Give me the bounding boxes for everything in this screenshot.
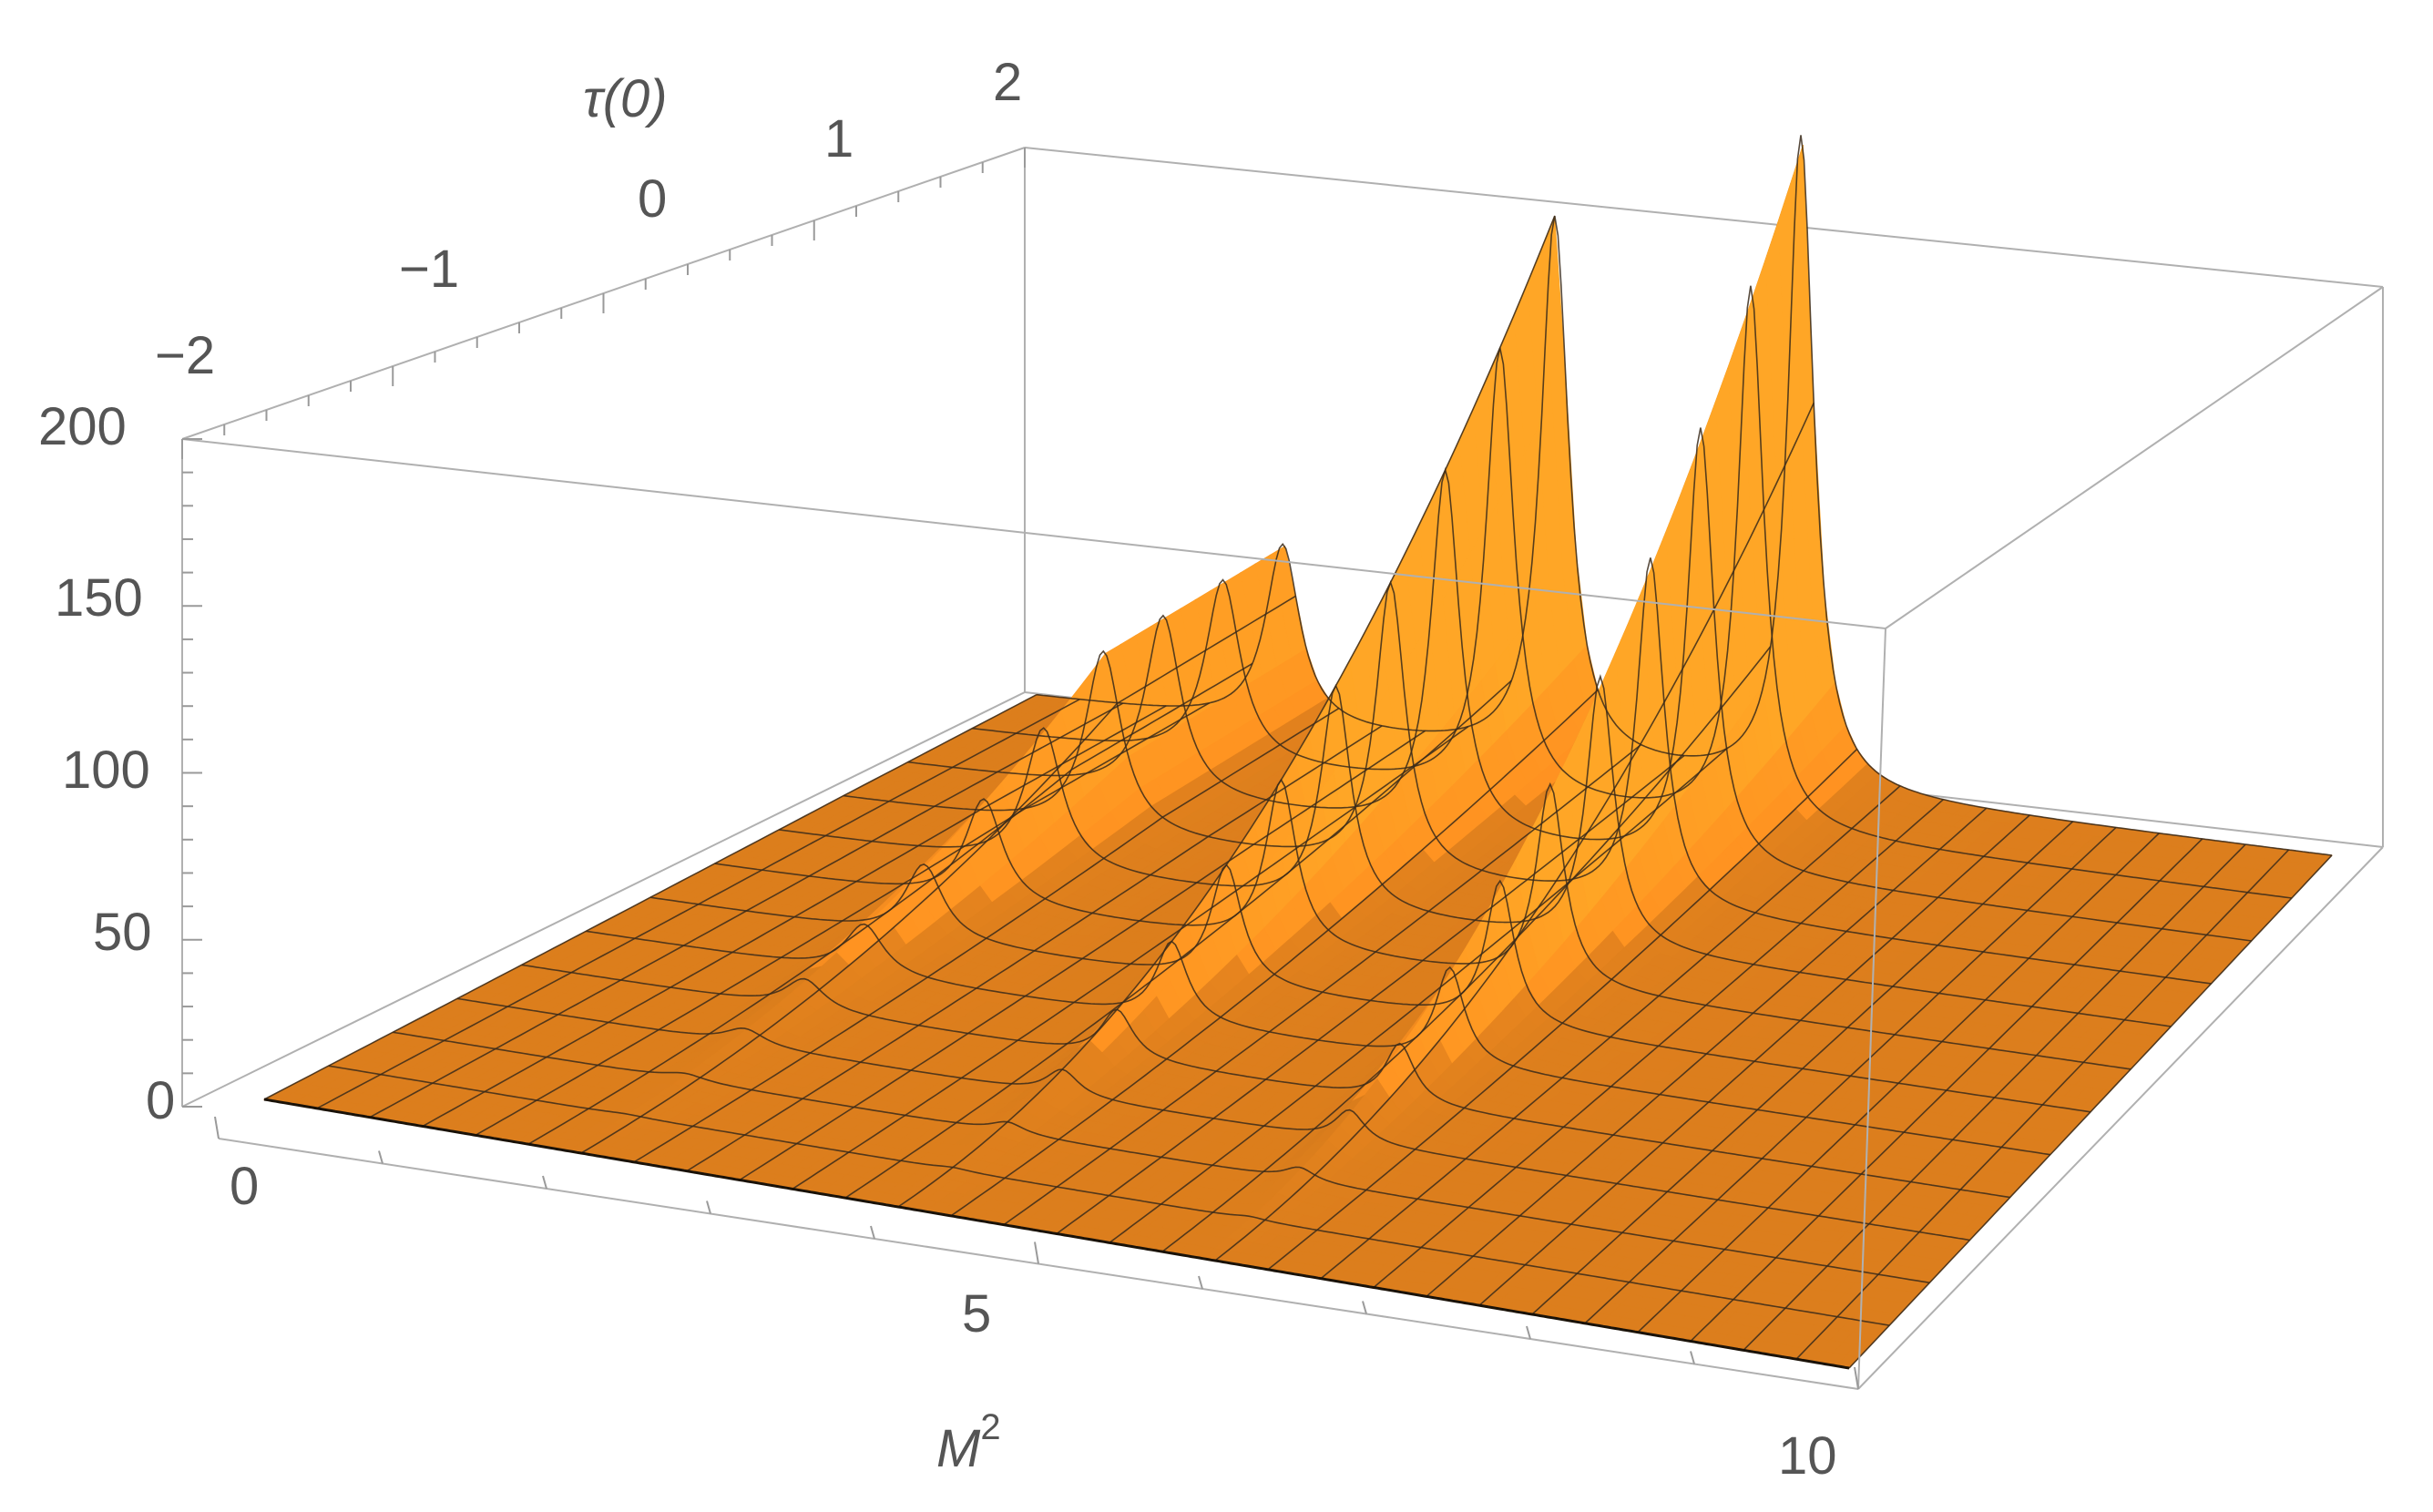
box-edge-back-top-right [1024, 147, 2384, 288]
surface-mesh [262, 144, 2333, 1369]
box-edge-floor-left [181, 691, 1026, 1108]
